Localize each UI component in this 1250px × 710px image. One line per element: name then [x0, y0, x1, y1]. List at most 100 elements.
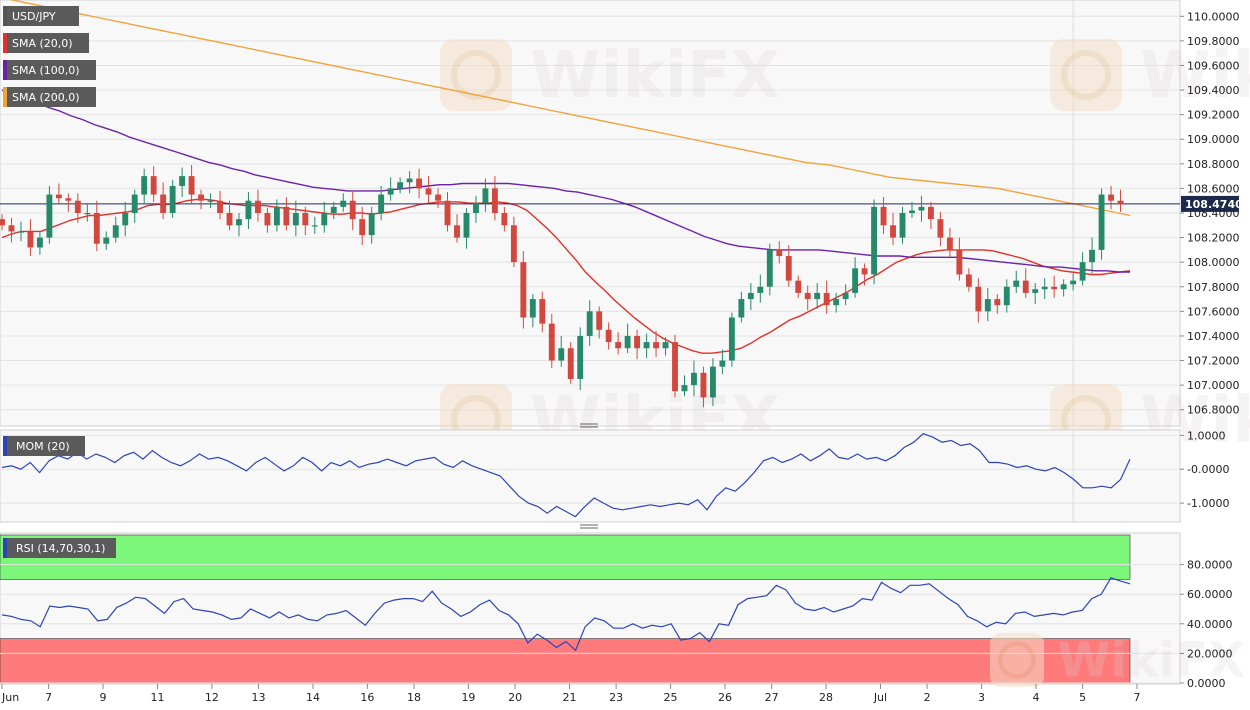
- candle: [444, 192, 451, 232]
- watermark-text: WikiFX: [530, 39, 780, 113]
- candle-body: [823, 292, 830, 306]
- candle: [1060, 279, 1067, 297]
- candle-body: [1079, 262, 1086, 281]
- candle-body: [122, 213, 129, 226]
- candle: [65, 193, 72, 212]
- candle-body: [861, 268, 868, 275]
- candle: [861, 263, 868, 286]
- candle: [36, 231, 43, 255]
- x-tick-label: 14: [306, 691, 320, 704]
- candle: [103, 231, 110, 250]
- candle: [482, 178, 489, 212]
- legend-item-sma20[interactable]: SMA (20,0): [3, 33, 89, 53]
- candle-body: [1022, 280, 1029, 293]
- candle: [586, 300, 593, 346]
- candle: [975, 278, 982, 323]
- candle-body: [103, 237, 110, 244]
- candle: [359, 206, 366, 245]
- candle: [747, 283, 754, 311]
- candle-body: [491, 188, 498, 213]
- candle: [719, 349, 726, 375]
- candle-body: [965, 274, 972, 287]
- legend-item-sma200[interactable]: SMA (200,0): [3, 87, 96, 107]
- candle-body: [577, 335, 584, 379]
- candle-body: [539, 299, 546, 324]
- panel-splitter[interactable]: [580, 423, 598, 428]
- candle: [567, 342, 574, 384]
- y-tick-label: 80.0000: [1187, 559, 1233, 572]
- candle-body: [36, 237, 43, 248]
- y-tick-label: -0.0000: [1187, 463, 1229, 476]
- candle: [46, 185, 53, 244]
- candle-body: [84, 213, 91, 215]
- candle-body: [795, 280, 802, 293]
- candle: [1089, 237, 1096, 274]
- candle-body: [1089, 249, 1096, 263]
- y-tick-label: 109.0000: [1187, 133, 1240, 146]
- candle: [1041, 278, 1048, 300]
- candle: [0, 214, 5, 231]
- y-tick-label: 107.8000: [1187, 281, 1240, 294]
- candle: [691, 360, 697, 397]
- candle-body: [548, 323, 555, 361]
- candle: [112, 216, 119, 243]
- legend-label-usdjpy: USD/JPY: [12, 10, 56, 23]
- candle-body: [254, 200, 261, 213]
- candle-body: [529, 299, 536, 318]
- candle-body: [672, 342, 678, 392]
- candle: [890, 213, 896, 245]
- candle-body: [643, 342, 650, 349]
- legend-swatch: [3, 87, 7, 107]
- candle: [188, 165, 195, 205]
- candle-body: [160, 194, 167, 213]
- candle: [18, 221, 24, 242]
- momentum-panel: 1.0000 -0.0000 -1.0000: [0, 429, 1229, 523]
- candle-body: [283, 206, 290, 226]
- candle: [653, 331, 659, 357]
- candle-body: [359, 219, 366, 236]
- candle: [1022, 268, 1029, 298]
- legend-item-rsi[interactable]: RSI (14,70,30,1): [3, 538, 116, 558]
- legend-label-mom: MOM (20): [16, 440, 70, 453]
- rsi-oversold-zone: [0, 638, 1131, 684]
- candle-body: [719, 360, 726, 367]
- candle: [179, 167, 186, 198]
- x-tick-label: Jul: [873, 691, 887, 704]
- candle-body: [463, 213, 470, 238]
- legend-label-rsi: RSI (14,70,30,1): [16, 542, 105, 555]
- candle-body: [198, 194, 204, 201]
- candle-body: [387, 188, 394, 195]
- y-tick-label: 109.8000: [1187, 35, 1240, 48]
- rsi-line: [1, 577, 1131, 652]
- candle: [700, 366, 707, 408]
- candle: [387, 177, 394, 201]
- candle-body: [520, 262, 527, 318]
- candle-body: [1013, 280, 1020, 287]
- y-tick-label: 109.4000: [1187, 84, 1240, 97]
- candle-body: [785, 256, 792, 281]
- candle: [217, 190, 223, 220]
- watermark-badge: [440, 39, 512, 111]
- candle: [871, 199, 878, 285]
- y-tick-label: 20.0000: [1187, 647, 1233, 660]
- candle-body: [956, 249, 963, 275]
- candle: [378, 185, 385, 221]
- legend-item-usdjpy[interactable]: USD/JPY: [3, 6, 79, 26]
- candle-body: [217, 200, 223, 213]
- candle: [416, 168, 423, 199]
- candle-body: [1108, 194, 1114, 201]
- y-tick-label: 107.4000: [1187, 330, 1240, 343]
- candle: [946, 227, 953, 258]
- legend-item-sma100[interactable]: SMA (100,0): [3, 60, 96, 80]
- y-tick-label: 109.2000: [1187, 109, 1240, 122]
- momentum-line: [1, 433, 1131, 518]
- candle: [74, 193, 81, 223]
- candle: [738, 291, 745, 323]
- candle-body: [264, 213, 271, 226]
- rsi-panel: WikiFX 80.0000 60.0000 40.0000 20.0000 0.000…: [0, 532, 1245, 690]
- x-tick-label: 23: [609, 691, 623, 704]
- y-tick-label: 108.6000: [1187, 182, 1240, 195]
- panel-splitter[interactable]: [580, 524, 598, 529]
- legend-item-mom[interactable]: MOM (20): [3, 436, 85, 456]
- candle-body: [871, 206, 878, 275]
